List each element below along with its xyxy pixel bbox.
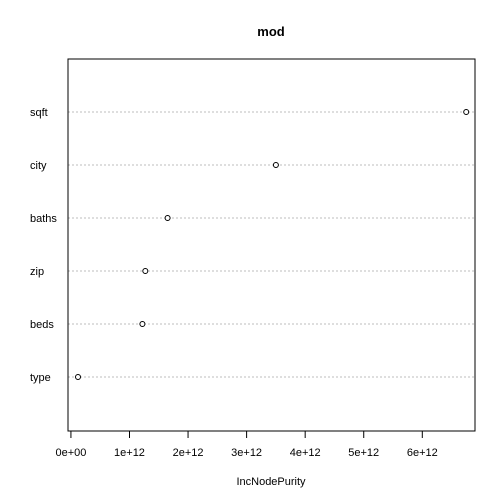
x-tick-label-2: 2e+12 [173,447,204,459]
point-sqft [463,109,470,115]
category-labels: sqft city baths zip beds type [30,107,57,384]
x-tick-label-5: 5e+12 [348,447,379,459]
category-label-zip: zip [30,266,44,278]
point-type [75,374,81,380]
chart-title: mod [257,24,285,39]
category-label-beds: beds [30,319,54,331]
data-points [75,109,470,380]
point-beds [139,321,146,327]
point-zip [142,268,149,274]
category-label-baths: baths [30,213,57,225]
category-label-type: type [30,372,51,384]
point-city [272,162,279,168]
category-label-sqft: sqft [30,107,48,119]
x-tick-label-3: 3e+12 [231,447,262,459]
x-tick-label-1: 1e+12 [114,447,145,459]
category-label-city: city [30,160,47,172]
x-tick-label-6: 6e+12 [407,447,438,459]
x-axis-label: IncNodePurity [236,476,306,488]
x-tick-label-4: 4e+12 [290,447,321,459]
x-tick-label-0: 0e+00 [55,447,86,459]
point-baths [164,215,171,221]
x-axis: 0e+00 1e+12 2e+12 3e+12 4e+12 5e+12 6e+12 [55,430,438,459]
plot-frame [67,58,476,432]
grid-lines [68,111,475,378]
